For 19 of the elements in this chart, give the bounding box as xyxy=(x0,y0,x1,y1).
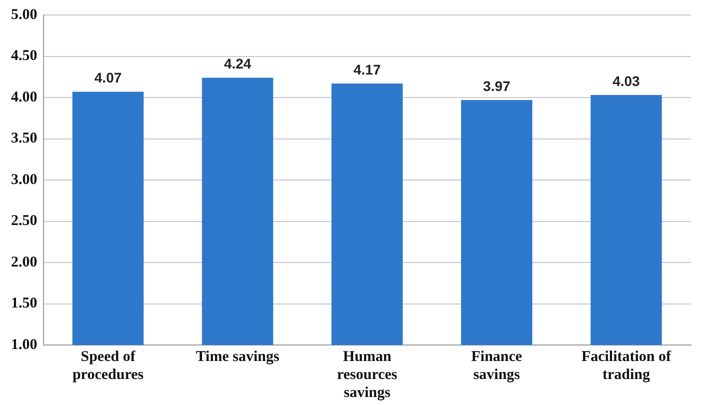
y-tick-label: 1.00 xyxy=(11,336,38,353)
y-tick-label: 5.00 xyxy=(11,6,38,23)
y-tick-label: 4.00 xyxy=(11,89,38,106)
y-tick-label: 3.50 xyxy=(11,130,38,147)
data-label: 4.03 xyxy=(612,72,640,89)
x-tick-label: Speed of procedures xyxy=(72,348,144,383)
y-tick-label: 2.00 xyxy=(11,254,38,270)
data-label: 4.07 xyxy=(94,70,122,86)
y-tick-label: 4.50 xyxy=(11,48,38,64)
data-label: 4.24 xyxy=(224,56,252,72)
x-tick-label: Human resources savings xyxy=(336,348,398,401)
y-tick-label: 1.50 xyxy=(11,296,38,312)
data-label: 3.97 xyxy=(483,78,511,94)
x-tick-label: Facilitation of trading xyxy=(581,348,672,383)
y-tick-label: 3.00 xyxy=(11,172,38,188)
data-label: 4.17 xyxy=(354,61,381,78)
x-tick-label: Time savings xyxy=(196,348,280,365)
x-tick-label: Finance savings xyxy=(471,348,522,383)
y-tick-label: 2.50 xyxy=(11,213,38,230)
